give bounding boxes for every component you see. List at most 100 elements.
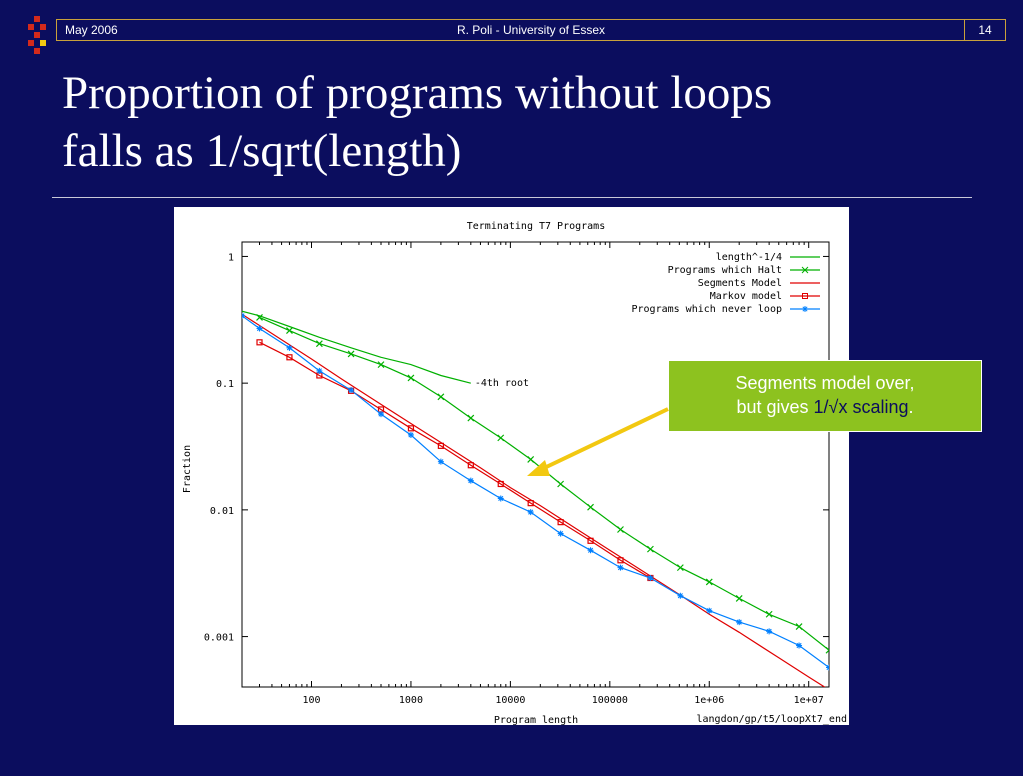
data-point (467, 477, 474, 484)
chart-legend: length^-1/4 Programs which Halt Segments M… (631, 252, 820, 315)
data-point (765, 610, 773, 618)
data-point (706, 607, 713, 614)
data-point (587, 547, 594, 554)
data-point (676, 564, 684, 572)
data-point (377, 361, 385, 369)
x-tick-label: 100 (302, 695, 320, 706)
data-point (286, 327, 293, 334)
series-line (242, 310, 471, 384)
x-tick-label: 1000 (399, 695, 423, 706)
data-point (617, 526, 624, 533)
data-point (378, 411, 385, 418)
data-point (646, 545, 654, 553)
y-tick-label: 0.01 (210, 506, 234, 517)
data-point (527, 500, 534, 507)
series-4 (242, 312, 829, 671)
data-point (256, 339, 263, 346)
data-point (617, 557, 624, 564)
plot-frame (241, 241, 830, 688)
x-tick-label: 10000 (495, 695, 525, 706)
x-tick-label: 1e+06 (694, 695, 724, 706)
data-point (497, 434, 505, 442)
series-line (242, 313, 826, 687)
data-point (437, 393, 445, 401)
chart: Terminating T7 Programs Program length F… (182, 221, 847, 726)
data-point (826, 664, 829, 671)
legend-label: Programs which Halt (668, 265, 782, 276)
legend-marker (802, 306, 808, 312)
data-point (825, 646, 829, 654)
callout-line1: Segments model over, (735, 373, 915, 393)
header-date: May 2006 (65, 23, 118, 37)
data-point (497, 480, 504, 488)
y-axis-label: Fraction (182, 445, 193, 493)
data-point (256, 314, 263, 321)
data-point (348, 387, 355, 394)
data-point (735, 595, 743, 602)
data-point (796, 642, 803, 649)
plot-area: 100 1000 10000 100000 1e+06 1e+07 1 0.1 0.01 0.00… (204, 241, 830, 706)
series-0 (242, 310, 471, 384)
callout-box: Segments model over, but gives 1/√x scal… (668, 360, 982, 432)
legend-label: length^-1/4 (716, 252, 782, 263)
data-point (795, 623, 803, 630)
x-tick-label: 100000 (592, 695, 628, 706)
data-point (242, 312, 245, 319)
data-point (316, 367, 323, 374)
data-point (407, 374, 415, 382)
data-point (467, 462, 474, 469)
y-tick-label: 1 (228, 252, 234, 263)
legend-label: Markov model (710, 291, 782, 302)
data-point (677, 592, 684, 599)
chart-annotation: -4th root (475, 378, 529, 389)
data-point (467, 414, 475, 422)
data-point (286, 344, 293, 351)
header-author: R. Poli - University of Essex (456, 23, 606, 37)
data-point (557, 480, 565, 488)
y-tick-label: 0.001 (204, 633, 234, 644)
data-point (407, 431, 414, 438)
page-number: 14 (964, 19, 1005, 41)
bullet-decoration-icon (28, 16, 46, 54)
y-tick-label: 0.1 (216, 379, 234, 390)
chart-title: Terminating T7 Programs (467, 221, 605, 232)
data-point (617, 564, 624, 571)
slide-title-line2: falls as 1/sqrt(length) (62, 125, 462, 177)
data-point (766, 628, 773, 635)
legend-marker (802, 293, 808, 299)
data-point (407, 425, 415, 432)
series-3 (256, 339, 654, 582)
data-point (497, 495, 504, 502)
chart-panel: Terminating T7 Programs Program length F… (174, 207, 849, 726)
callout-line2-suffix: . (908, 397, 914, 417)
slide-title-line1: Proportion of programs without loops (62, 67, 773, 119)
data-point (527, 509, 534, 516)
series-2 (242, 313, 826, 687)
data-point (705, 578, 713, 586)
data-point (315, 340, 323, 348)
data-point (437, 458, 444, 465)
data-point (587, 537, 594, 544)
callout-line2-prefix: but gives (736, 397, 814, 417)
header-bar: May 2006 R. Poli - University of Essex 1… (56, 19, 1006, 41)
title-divider (52, 197, 972, 198)
chart-source-path: langdon/gp/t5/loopXt7_end (696, 714, 847, 725)
data-point (437, 442, 444, 449)
legend-marker (801, 266, 809, 274)
data-point (557, 530, 564, 537)
legend-label: Programs which never loop (631, 304, 782, 315)
data-point (557, 519, 564, 526)
data-point (736, 619, 743, 626)
x-axis-label: Program length (494, 715, 578, 725)
data-point (527, 456, 535, 463)
series-line (259, 341, 651, 579)
data-point (256, 325, 263, 332)
data-point (286, 354, 293, 361)
x-tick-label: 1e+07 (794, 695, 824, 706)
data-point (587, 503, 594, 511)
callout-highlight: 1/√x scaling (813, 397, 909, 417)
legend-label: Segments Model (698, 278, 782, 289)
data-point (347, 350, 355, 358)
data-point (647, 574, 654, 581)
slide-title: Proportion of programs without loops fal… (62, 64, 992, 180)
